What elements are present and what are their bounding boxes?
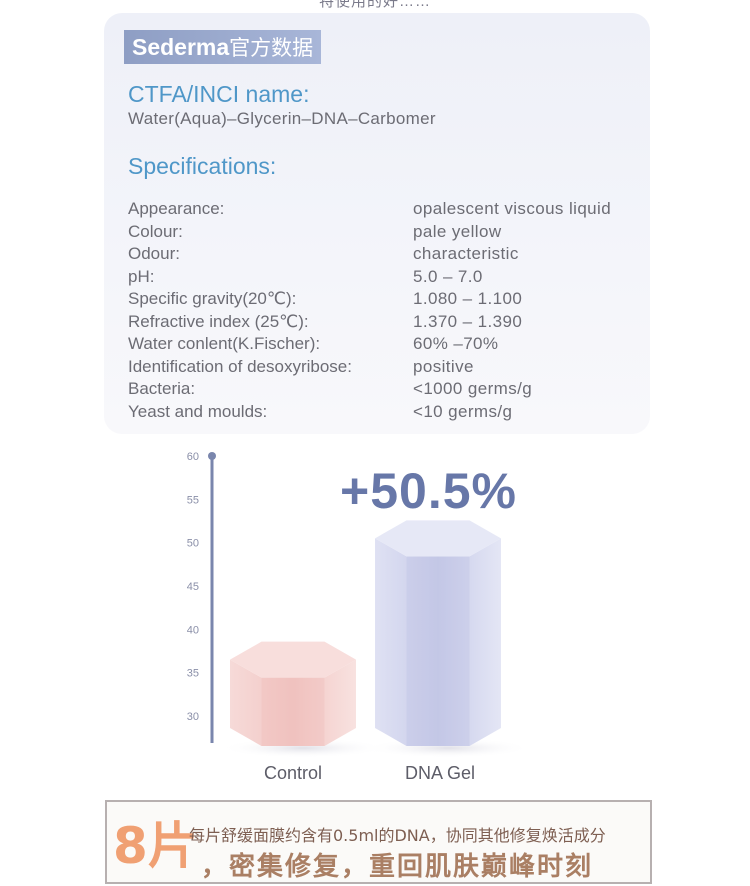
- increase-annotation: +50.5%: [340, 463, 517, 519]
- banner-big-count: 8片: [113, 817, 198, 875]
- spec-value: 5.0 – 7.0: [413, 266, 483, 286]
- spec-key: Odour:: [128, 244, 180, 263]
- top-text-fragment: 特使用的好……: [318, 0, 431, 10]
- chart-svg: 60 55 50 45 40 35 30: [187, 451, 531, 758]
- spec-row: pH: 5.0 – 7.0: [128, 266, 648, 289]
- brand-suffix: 官方数据: [229, 36, 314, 60]
- spec-value: characteristic: [413, 244, 519, 263]
- spec-row: Appearance: opalescent viscous liquid: [128, 198, 648, 221]
- spec-value: pale yellow: [413, 221, 502, 241]
- spec-row: Yeast and moulds: <10 germs/g: [128, 401, 648, 424]
- y-tick-label: 55: [187, 494, 199, 506]
- spec-key: Colour:: [128, 221, 183, 241]
- banner-line1: 每片舒缓面膜约含有0.5ml的DNA，协同其他修复焕活成分: [189, 826, 606, 845]
- spec-key: Refractive index (25℃):: [128, 311, 309, 331]
- bar-chart: 60 55 50 45 40 35 30 +50.5% Control DNA Gel: [0, 440, 750, 790]
- spec-value: <1000 germs/g: [413, 379, 533, 398]
- bar-control: [220, 641, 386, 758]
- y-axis-cap: [208, 452, 216, 460]
- spec-value: <10 germs/g: [413, 401, 513, 421]
- specs-title: Specifications:: [128, 153, 277, 179]
- y-tick-label: 30: [187, 711, 199, 723]
- spec-value: opalescent viscous liquid: [413, 199, 612, 218]
- spec-key: Water conlent(K.Fischer):: [128, 334, 321, 353]
- y-tick-label: 40: [187, 624, 199, 636]
- y-tick-label: 60: [187, 451, 199, 463]
- promo-banner: 8片 每片舒缓面膜约含有0.5ml的DNA，协同其他修复焕活成分 ，密集修复，重…: [105, 800, 652, 884]
- category-label-control: Control: [263, 763, 323, 783]
- y-tick-label: 35: [187, 668, 199, 680]
- spec-key: Bacteria:: [128, 379, 196, 398]
- spec-row: Refractive index (25℃): 1.370 – 1.390: [128, 311, 648, 334]
- brand-name: Sederma: [132, 34, 230, 60]
- spec-key: pH:: [128, 266, 155, 286]
- spec-table: Appearance: opalescent viscous liquid Col…: [128, 198, 648, 423]
- spec-value: positive: [413, 356, 474, 376]
- spec-key: Identification of desoxyribose:: [128, 356, 352, 376]
- spec-card: Sederma官方数据 CTFA/INCI name: Water(Aqua)–…: [104, 13, 650, 434]
- banner-line2: ，密集修复，重回肌肤巅峰时刻: [201, 852, 594, 882]
- spec-key: Specific gravity(20℃):: [128, 289, 297, 308]
- spec-key: Appearance:: [128, 199, 225, 218]
- spec-value: 60% –70%: [413, 334, 499, 353]
- spec-value: 1.080 – 1.100: [413, 289, 523, 308]
- spec-value: 1.370 – 1.390: [413, 311, 523, 331]
- spec-row: Identification of desoxyribose: positive: [128, 356, 648, 379]
- spec-row: Water conlent(K.Fischer): 60% –70%: [128, 333, 648, 356]
- inci-title: CTFA/INCI name:: [128, 81, 310, 107]
- spec-row: Specific gravity(20℃): 1.080 – 1.100: [128, 288, 648, 311]
- category-label-dna-gel: DNA Gel: [404, 763, 476, 783]
- spec-row: Colour: pale yellow: [128, 221, 648, 244]
- spec-key: Yeast and moulds:: [128, 401, 268, 421]
- y-tick-label: 45: [187, 581, 199, 593]
- y-tick-label: 50: [187, 538, 199, 550]
- spec-row: Bacteria: <1000 germs/g: [128, 378, 648, 401]
- bar-dna-gel: [365, 520, 531, 758]
- inci-value: Water(Aqua)–Glycerin–DNA–Carbomer: [128, 109, 436, 128]
- brand-badge: Sederma官方数据: [124, 30, 322, 64]
- spec-row: Odour: characteristic: [128, 243, 648, 266]
